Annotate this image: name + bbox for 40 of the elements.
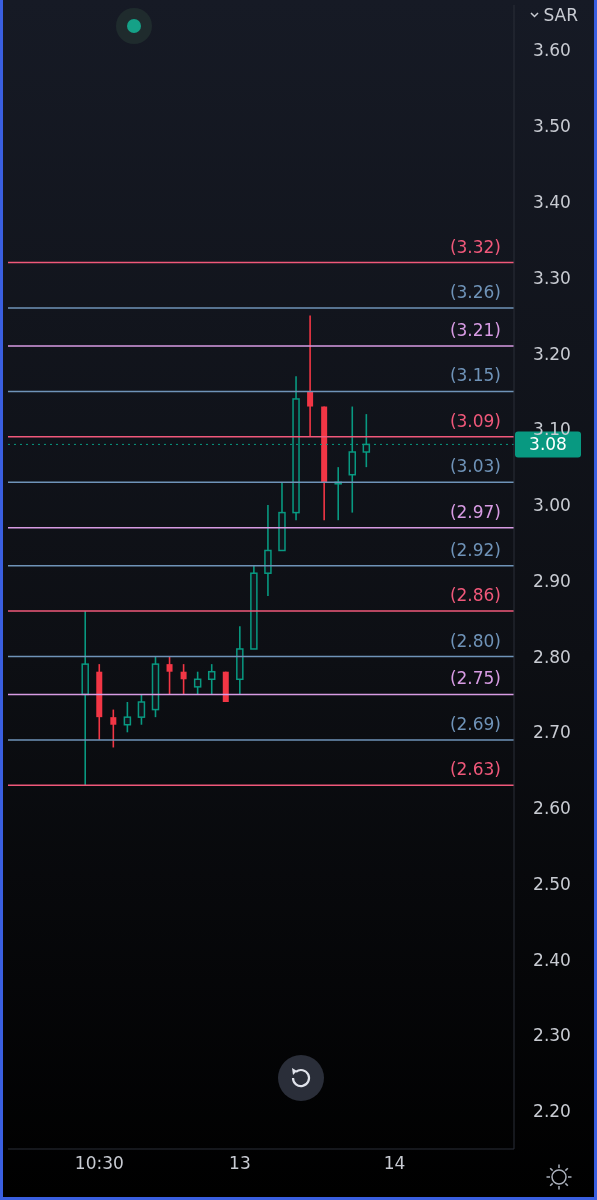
y-tick-label: 3.40 xyxy=(533,192,571,213)
x-tick-label: 14 xyxy=(383,1153,406,1174)
candlestick xyxy=(180,663,187,696)
y-tick-label: 3.00 xyxy=(533,495,571,516)
candlestick xyxy=(137,693,146,726)
ref-line-label: (3.09) xyxy=(449,410,501,431)
ref-line-label: (3.15) xyxy=(449,365,501,386)
candlestick xyxy=(123,701,132,734)
y-tick-label: 3.20 xyxy=(533,343,571,364)
ref-line-label: (2.75) xyxy=(449,668,501,689)
y-tick-label: 2.80 xyxy=(533,646,571,667)
candlestick xyxy=(193,670,202,696)
ref-line-label: (2.97) xyxy=(449,501,501,522)
ref-line-label: (3.32) xyxy=(449,236,501,257)
y-tick-label: 3.60 xyxy=(533,40,571,61)
y-tick-label: 3.50 xyxy=(533,116,571,137)
ref-line-label: (3.03) xyxy=(449,456,501,477)
ref-line-label: (2.92) xyxy=(449,539,501,560)
ref-line-label: (3.21) xyxy=(449,319,501,340)
y-tick-label: 2.40 xyxy=(533,949,571,970)
y-tick-label: 2.90 xyxy=(533,570,571,591)
ref-line-label: (3.26) xyxy=(449,282,501,303)
y-tick-label: 2.70 xyxy=(533,722,571,743)
ref-line-label: (2.69) xyxy=(449,713,501,734)
ref-line-label: (2.80) xyxy=(449,630,501,651)
y-tick-label: 2.20 xyxy=(533,1101,571,1122)
candlestick xyxy=(307,314,314,438)
y-tick-label: 2.60 xyxy=(533,798,571,819)
y-tick-label: 2.50 xyxy=(533,873,571,894)
y-axis-title: SAR xyxy=(543,5,578,25)
candlestick xyxy=(264,504,272,597)
y-tick-label: 2.30 xyxy=(533,1025,571,1046)
x-tick-label: 13 xyxy=(229,1153,251,1174)
y-tick-label: 3.30 xyxy=(533,267,571,288)
candlestick xyxy=(110,708,117,749)
x-tick-label: 10:30 xyxy=(74,1153,124,1174)
candlestick xyxy=(166,655,173,696)
ref-line-label: (2.63) xyxy=(449,759,501,780)
candlestick xyxy=(207,663,216,696)
ref-line-label: (2.86) xyxy=(449,585,501,606)
